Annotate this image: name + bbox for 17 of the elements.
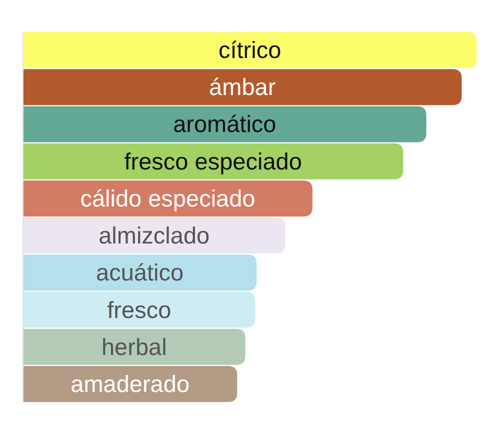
y-tick-label: fresco xyxy=(107,296,172,323)
y-tick-label: ámbar xyxy=(209,74,276,100)
y-tick-label: aromático xyxy=(173,111,276,138)
y-tick-label: almizclado xyxy=(98,222,210,249)
bar xyxy=(23,292,256,328)
y-tick-label: herbal xyxy=(101,334,167,360)
y-tick-label: fresco especiado xyxy=(124,148,302,174)
bar xyxy=(23,32,477,68)
bar xyxy=(23,143,404,180)
bar xyxy=(23,328,246,365)
bar xyxy=(23,254,257,291)
y-tick-label: cálido especiado xyxy=(80,185,256,212)
bar xyxy=(23,69,462,106)
y-tick-label: cítrico xyxy=(218,37,282,63)
y-tick-label: acuático xyxy=(96,260,184,286)
bar xyxy=(23,106,426,142)
y-tick-label: amaderado xyxy=(70,371,190,397)
